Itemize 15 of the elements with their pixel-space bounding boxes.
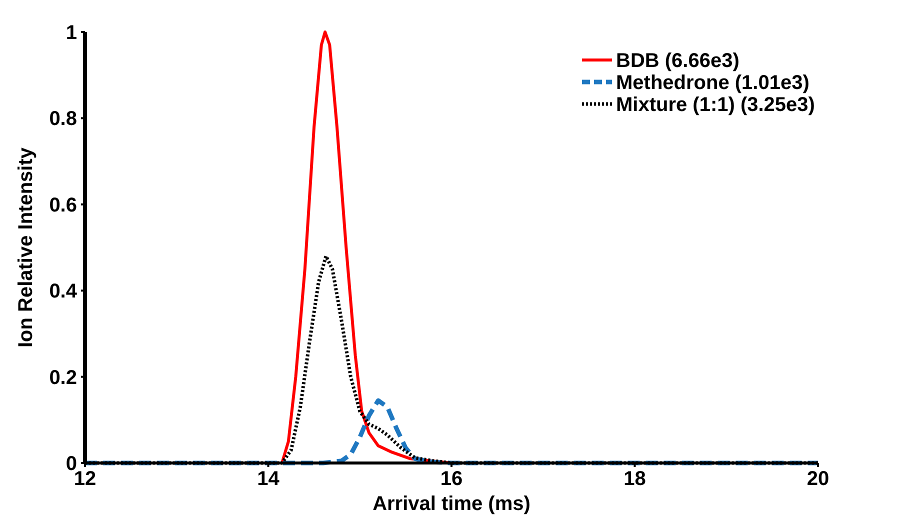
x-tick-label: 20: [806, 468, 830, 490]
y-tick-label: 0.6: [49, 194, 77, 216]
x-axis-title: Arrival time (ms): [372, 493, 530, 515]
legend-label: BDB (6.66e3): [616, 50, 740, 72]
y-tick-label: 0.8: [49, 108, 77, 130]
x-tick-label: 16: [440, 468, 463, 490]
legend-label: Mixture (1:1) (3.25e3): [616, 94, 815, 116]
legend-label: Methedrone (1.01e3): [616, 72, 810, 94]
y-tick-label: 1: [66, 22, 77, 44]
x-tick-label: 12: [74, 468, 96, 490]
y-tick-label: 0.2: [49, 366, 77, 389]
y-axis-title: Ion Relative Intensity: [15, 146, 37, 348]
x-tick-label: 14: [257, 468, 280, 490]
x-tick-label: 18: [624, 468, 646, 490]
y-tick-label: 0.4: [49, 280, 78, 303]
